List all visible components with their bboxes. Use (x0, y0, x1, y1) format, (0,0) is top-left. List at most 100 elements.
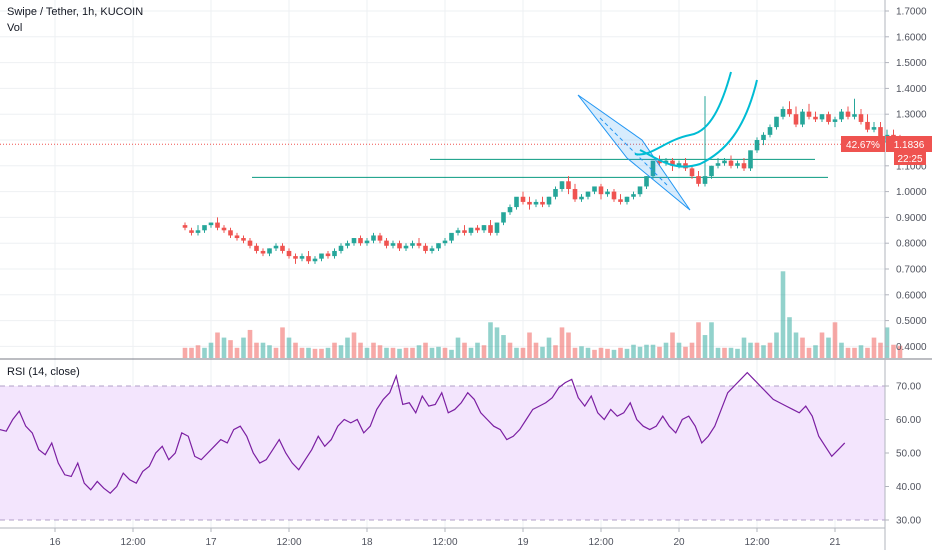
candle-body (247, 240, 253, 246)
volume-bar (319, 348, 324, 358)
candle-body (631, 194, 636, 197)
rsi-tick-label: 40.00 (896, 482, 921, 493)
candle-body (436, 243, 441, 249)
candle-body (202, 225, 207, 231)
volume-bar (657, 346, 662, 358)
volume-bar (878, 342, 883, 358)
last-price-text: 1.1836 (894, 140, 925, 151)
time-axis[interactable]: 16 12:00 17 12:00 18 12:00 19 12:00 20 12:00 21 (49, 528, 841, 548)
volume-bar (800, 337, 805, 358)
volume-bar (449, 349, 454, 358)
volume-bar (748, 342, 753, 358)
time-tick-label: 17 (205, 537, 217, 548)
price-axis[interactable]: 1.70001.60001.50001.40001.30001.20001.10… (885, 7, 927, 353)
time-tick-label: 21 (829, 537, 841, 548)
volume-bar (403, 347, 409, 358)
volume-bar (780, 271, 786, 358)
volume-bar (325, 347, 331, 358)
volume-bar (566, 332, 571, 358)
candle-body (228, 230, 233, 236)
volume-bar (488, 322, 493, 358)
candle-body (709, 165, 714, 177)
volume-label[interactable]: Vol (7, 22, 23, 34)
rsi-axis[interactable]: 70.00 60.00 50.00 40.00 30.00 (885, 382, 921, 527)
volume-bar (221, 337, 227, 358)
rsi-label[interactable]: RSI (14, close) (7, 366, 80, 378)
volume-bar (611, 349, 617, 358)
candle-body (702, 176, 708, 184)
rsi-pane[interactable] (0, 371, 885, 521)
volume-bar (514, 347, 519, 358)
projection-curve-2[interactable] (639, 79, 758, 168)
volume-bar (494, 327, 500, 358)
candle-body (384, 240, 389, 246)
volume-bar (397, 348, 402, 358)
volume-bar (345, 337, 350, 358)
candle-body (416, 243, 422, 246)
volume-bar (241, 337, 246, 358)
time-tick-label: 12:00 (744, 537, 769, 548)
volume-bar (462, 342, 467, 358)
candle-body (819, 114, 825, 120)
rsi-tick-label: 60.00 (896, 415, 921, 426)
time-tick-label: 12:00 (276, 537, 301, 548)
symbol-title[interactable]: Swipe / Tether, 1h, KUCOIN (7, 6, 144, 18)
candle-body (325, 253, 331, 257)
price-pane[interactable] (0, 71, 903, 358)
volume-bar (871, 337, 877, 358)
volume-bar (761, 345, 766, 358)
volume-bar (891, 344, 896, 358)
volume-bar (689, 342, 695, 358)
volume-bar (865, 347, 870, 358)
volume-bar (338, 345, 344, 358)
candle-body (728, 160, 734, 166)
volume-bar (858, 345, 864, 358)
volume-bar (364, 347, 370, 358)
time-tick-label: 12:00 (432, 537, 457, 548)
candle-body (767, 127, 773, 135)
projection-curve-1[interactable] (634, 71, 732, 156)
volume-bar (598, 347, 604, 358)
candle-body (403, 245, 409, 249)
candle-body (715, 163, 721, 166)
volume-bar (774, 332, 779, 358)
volume-bar (676, 342, 682, 358)
candle-body (462, 230, 467, 233)
candle-body (293, 256, 298, 259)
price-tick-label: 0.8000 (896, 239, 927, 250)
candle-body (351, 238, 357, 244)
candle-body (442, 240, 448, 244)
volume-bar (806, 347, 812, 358)
volume-bar (741, 337, 747, 358)
volume-bar (722, 347, 727, 358)
volume-bar (527, 332, 532, 358)
countdown-badge (894, 151, 926, 165)
candle-body (540, 201, 545, 205)
candle-body (553, 189, 558, 197)
candle-body (774, 116, 779, 128)
user-drawings[interactable] (577, 71, 758, 211)
candle-body (280, 245, 285, 251)
volume-bar (455, 337, 461, 358)
candle-body (546, 196, 552, 205)
volume-bar (260, 342, 266, 358)
volume-bar (507, 342, 513, 358)
candle-body (299, 256, 305, 259)
volume-bar (572, 347, 578, 358)
volume-bar (839, 342, 844, 358)
price-tick-label: 1.6000 (896, 32, 927, 43)
candle-body (533, 201, 539, 205)
candle-body (468, 227, 474, 233)
candle-body (566, 181, 571, 190)
price-tick-label: 0.7000 (896, 265, 927, 276)
volume-bar (358, 342, 363, 358)
candle-body (345, 243, 350, 246)
candle-body (254, 245, 259, 251)
candle-body (592, 186, 597, 192)
candle-body (761, 134, 766, 140)
candle-body (741, 163, 747, 169)
volume-bar (377, 345, 383, 358)
volume-bar (475, 342, 480, 358)
volume-bar (585, 347, 591, 358)
